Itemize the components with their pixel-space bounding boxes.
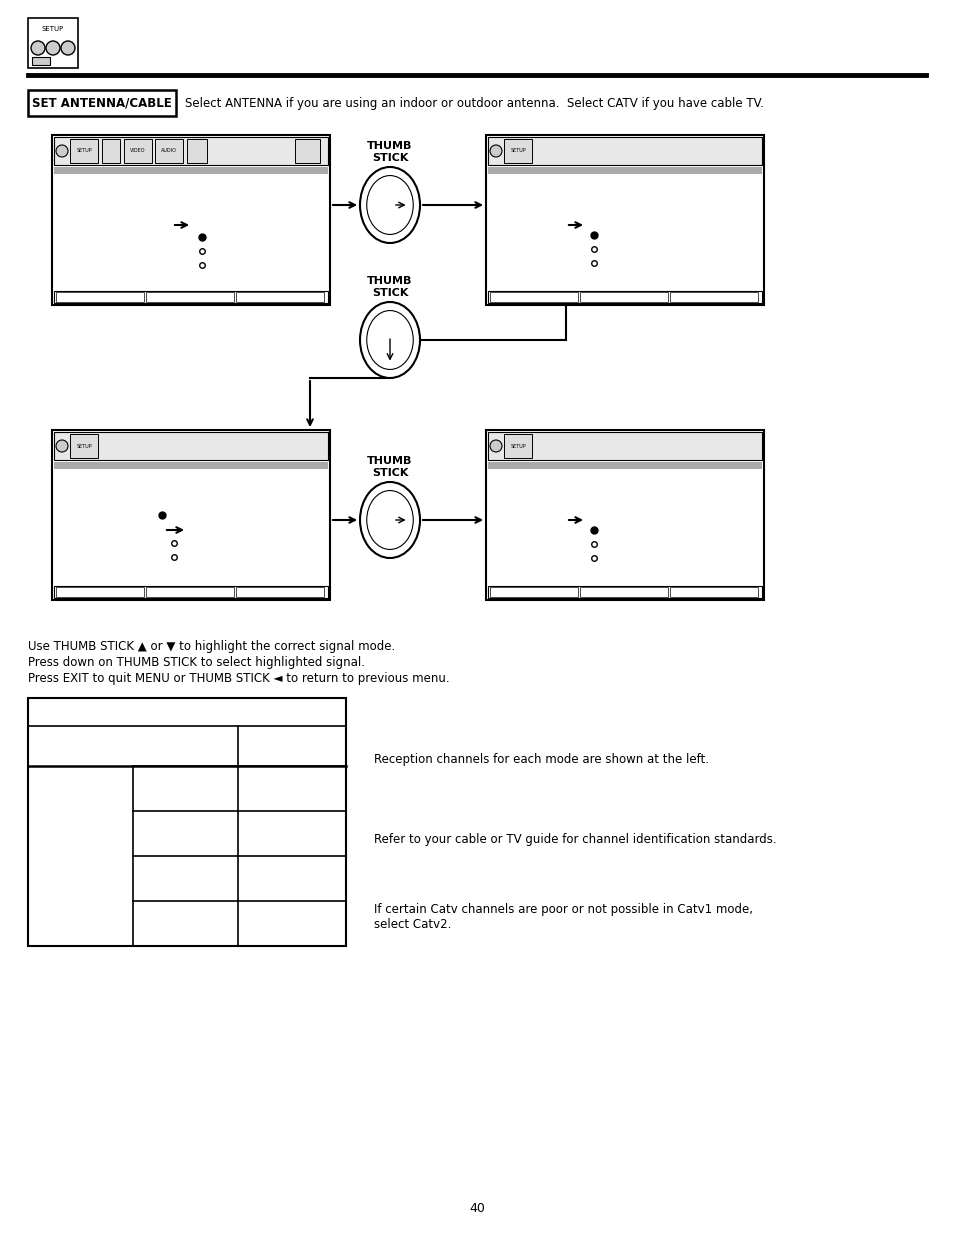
Bar — [235, 587, 324, 597]
Bar — [488, 432, 761, 459]
Bar — [579, 291, 667, 303]
Bar — [28, 698, 346, 946]
Bar — [28, 19, 78, 68]
Bar — [490, 587, 578, 597]
Bar — [52, 135, 330, 305]
Bar — [54, 167, 328, 174]
Bar — [28, 90, 175, 116]
Bar — [32, 57, 50, 65]
Bar — [503, 140, 532, 163]
Text: SET ANTENNA/CABLE: SET ANTENNA/CABLE — [32, 96, 172, 110]
Ellipse shape — [366, 310, 413, 369]
Text: THUMB
STICK: THUMB STICK — [367, 277, 413, 298]
Circle shape — [46, 41, 60, 56]
Circle shape — [61, 41, 75, 56]
Circle shape — [490, 440, 501, 452]
Circle shape — [56, 144, 68, 157]
Bar — [102, 140, 120, 163]
Text: THUMB
STICK: THUMB STICK — [367, 141, 413, 163]
Bar — [579, 587, 667, 597]
Text: If certain Catv channels are poor or not possible in Catv1 mode,: If certain Catv channels are poor or not… — [374, 903, 752, 916]
Text: THUMB
STICK: THUMB STICK — [367, 457, 413, 478]
Bar — [488, 585, 761, 598]
Circle shape — [490, 144, 501, 157]
Bar — [669, 587, 758, 597]
Bar — [124, 140, 152, 163]
Bar — [70, 433, 98, 458]
Bar — [146, 587, 233, 597]
Bar — [146, 291, 233, 303]
Bar — [488, 291, 761, 303]
Ellipse shape — [359, 482, 419, 558]
Text: SETUP: SETUP — [42, 26, 64, 32]
Ellipse shape — [359, 167, 419, 243]
Bar — [54, 432, 328, 459]
Text: Select ANTENNA if you are using an indoor or outdoor antenna.  Select CATV if yo: Select ANTENNA if you are using an indoo… — [185, 96, 763, 110]
Bar — [54, 291, 328, 303]
Bar — [154, 140, 183, 163]
Bar — [294, 140, 319, 163]
Ellipse shape — [359, 303, 419, 378]
Text: Press EXIT to quit MENU or THUMB STICK ◄ to return to previous menu.: Press EXIT to quit MENU or THUMB STICK ◄… — [28, 672, 449, 685]
Bar — [56, 291, 144, 303]
Ellipse shape — [366, 490, 413, 550]
Bar — [52, 430, 330, 600]
Bar — [669, 291, 758, 303]
Bar — [488, 167, 761, 174]
Bar — [56, 587, 144, 597]
Text: SETUP: SETUP — [510, 443, 525, 448]
Text: Use THUMB STICK ▲ or ▼ to highlight the correct signal mode.: Use THUMB STICK ▲ or ▼ to highlight the … — [28, 640, 395, 653]
Text: VIDEO: VIDEO — [131, 148, 146, 153]
Text: AUDIO: AUDIO — [161, 148, 176, 153]
Circle shape — [30, 41, 45, 56]
Text: SETUP: SETUP — [510, 148, 525, 153]
Bar — [485, 135, 763, 305]
Bar — [485, 430, 763, 600]
Bar — [54, 585, 328, 598]
Bar — [235, 291, 324, 303]
Bar — [54, 137, 328, 165]
Text: Refer to your cable or TV guide for channel identification standards.: Refer to your cable or TV guide for chan… — [374, 832, 776, 846]
Text: Press down on THUMB STICK to select highlighted signal.: Press down on THUMB STICK to select high… — [28, 656, 365, 669]
Bar — [488, 137, 761, 165]
Bar — [503, 433, 532, 458]
Text: SETUP: SETUP — [76, 443, 91, 448]
Bar — [490, 291, 578, 303]
Text: Reception channels for each mode are shown at the left.: Reception channels for each mode are sho… — [374, 753, 708, 766]
Bar — [488, 462, 761, 469]
Ellipse shape — [366, 175, 413, 235]
Text: 40: 40 — [469, 1202, 484, 1215]
Circle shape — [56, 440, 68, 452]
Text: select Catv2.: select Catv2. — [374, 918, 451, 931]
Bar — [187, 140, 207, 163]
Bar — [54, 462, 328, 469]
Bar — [70, 140, 98, 163]
Text: SETUP: SETUP — [76, 148, 91, 153]
